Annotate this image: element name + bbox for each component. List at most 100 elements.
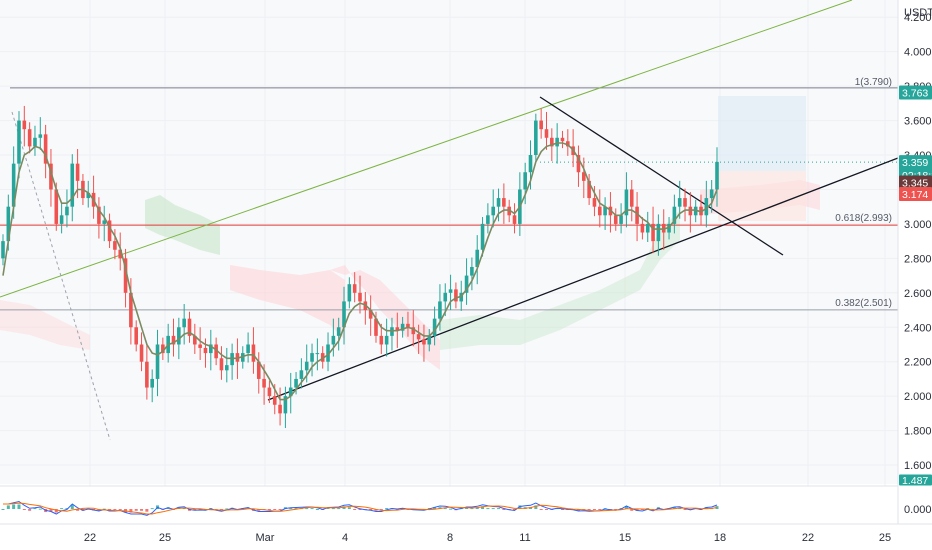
candle-body [129, 292, 133, 328]
candle-body [177, 327, 181, 345]
macd-bar [267, 509, 271, 510]
candle-body [182, 318, 186, 328]
candle-body [443, 292, 448, 302]
candle-body [544, 129, 549, 138]
candle-body [22, 120, 27, 130]
candle-body [145, 361, 149, 388]
macd-bar [33, 508, 37, 510]
macd-bar [12, 504, 16, 509]
candle-body [406, 323, 410, 328]
macd-bar [49, 509, 53, 512]
candle-body [283, 396, 288, 414]
candle-body [304, 361, 309, 371]
time-tick-label: Mar [256, 532, 275, 544]
macd-bar [1, 509, 5, 510]
price-tag-high-box [899, 85, 932, 100]
macd-bar [145, 509, 149, 512]
candle-body [246, 344, 250, 354]
candle-body [502, 198, 506, 207]
candle-body [672, 206, 677, 224]
candle-body [203, 347, 208, 354]
candle-body [496, 198, 501, 207]
candle-body [464, 275, 469, 293]
macd-bar [481, 506, 485, 509]
fib-label-618: 0.618(2.993) [835, 213, 892, 224]
macd-background [0, 486, 898, 524]
candle-body [27, 129, 32, 147]
macd-bar [198, 509, 202, 510]
macd-bar [534, 505, 538, 509]
time-axis[interactable]: 22 25 Mar 4 8 11 15 18 22 25 [0, 523, 932, 544]
projection-box [718, 171, 806, 221]
candle-body [704, 198, 709, 216]
macd-bar [369, 509, 373, 510]
macd-bar [278, 509, 282, 510]
time-tick-label: 4 [342, 532, 348, 544]
candle-body [134, 327, 139, 345]
time-tick-label: 25 [159, 532, 171, 544]
cloud-red [330, 265, 440, 370]
candle-body [38, 134, 43, 138]
macd-bar [449, 508, 453, 510]
macd-bar [406, 509, 410, 510]
candle-body [33, 137, 37, 147]
macd-bar [113, 509, 117, 510]
price-tick-label: 2.600 [904, 288, 932, 300]
macd-bar [273, 509, 277, 510]
macd-bar [672, 507, 676, 509]
candle-body [640, 223, 645, 233]
time-tick-label: 25 [879, 532, 891, 544]
macd-bar [289, 508, 293, 510]
price-tag-current: 3.359 [902, 157, 928, 169]
macd-bar [539, 509, 543, 510]
candle-body [43, 134, 48, 164]
macd-bar [592, 509, 596, 510]
candle-body [581, 172, 586, 181]
macd-bar [129, 509, 133, 513]
candle-body [230, 353, 234, 366]
candle-body [677, 198, 682, 207]
macd-bar [704, 507, 708, 509]
candle-body [491, 206, 496, 216]
candle-body [299, 370, 304, 379]
candle-body [597, 206, 602, 216]
trendline-resistance [539, 96, 784, 256]
macd-bar [646, 508, 650, 510]
time-tick-label: 11 [519, 532, 530, 544]
macd-bar [305, 508, 309, 510]
candle-body [294, 378, 298, 388]
macd-bar [22, 509, 26, 510]
candle-body [368, 310, 373, 319]
macd-bar [678, 508, 682, 510]
candle-body [235, 353, 240, 362]
candle-body [555, 137, 559, 147]
price-axis[interactable]: USDT4.2004.0003.8003.6003.4003.2003.0002… [897, 0, 932, 550]
candle-body [6, 206, 11, 242]
price-tick-label: 2.400 [904, 322, 932, 334]
macd-bar [294, 508, 298, 510]
candle-body [374, 318, 378, 336]
candle-body [123, 258, 128, 293]
macd-bar [624, 506, 628, 509]
candle-body [288, 387, 293, 397]
candle-body [65, 206, 69, 216]
macd-bar [513, 509, 517, 510]
candle-body [400, 323, 405, 331]
projection-box [718, 96, 806, 171]
macd-bar [598, 509, 602, 510]
candle-body [587, 180, 591, 199]
candle-body [432, 318, 437, 336]
ma-line [2, 142, 718, 401]
candle-body [486, 215, 490, 224]
candle-body [102, 220, 107, 224]
candle-body [342, 301, 346, 328]
trend-lines[interactable] [0, 0, 899, 441]
macd-bar [379, 509, 383, 510]
macd-bar [225, 508, 229, 510]
candle-body [576, 155, 581, 173]
macd-bar [560, 509, 564, 510]
macd-bar [486, 508, 490, 510]
cloud-red [230, 265, 345, 340]
